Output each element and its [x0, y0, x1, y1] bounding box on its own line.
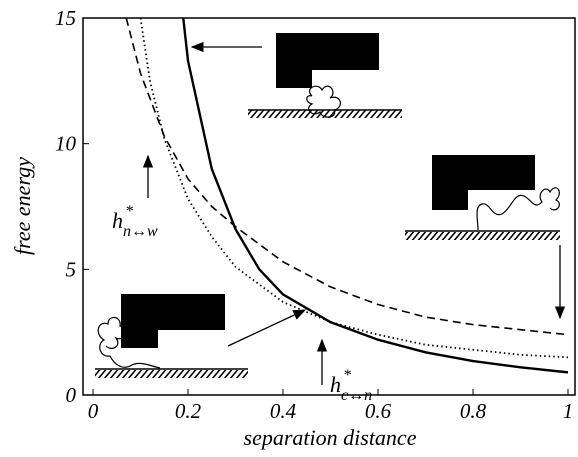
x-tick-label: 0.2	[175, 399, 202, 423]
x-tick-label: 0.4	[270, 399, 297, 423]
illustration-right	[405, 155, 560, 240]
annotation-sub: c↔n	[341, 387, 372, 404]
annotation-sup: *	[343, 367, 351, 384]
illustration-top	[248, 33, 402, 118]
plot-frame	[82, 17, 576, 396]
y-tick-label: 5	[66, 257, 77, 281]
y-tick-label: 0	[66, 383, 77, 407]
curves	[125, 18, 569, 374]
x-tick-label: 0	[88, 399, 99, 423]
annotation: h	[112, 208, 123, 233]
annotation: h	[330, 372, 341, 397]
x-axis-label: separation distance	[244, 425, 417, 450]
y-axis-label: free energy	[10, 157, 35, 255]
y-tick-label: 15	[55, 6, 76, 30]
series-line	[139, 18, 569, 359]
x-tick-label: 0.6	[365, 399, 392, 423]
annotation-sup: *	[125, 203, 133, 220]
x-tick-label: 1	[563, 399, 574, 423]
arrows	[142, 41, 566, 385]
annotation-sub: n↔w	[123, 223, 158, 240]
series-line	[182, 18, 569, 374]
y-tick-label: 10	[55, 132, 77, 156]
series-line	[125, 18, 569, 336]
illustration-left	[95, 294, 248, 378]
x-tick-label: 0.8	[460, 399, 487, 423]
